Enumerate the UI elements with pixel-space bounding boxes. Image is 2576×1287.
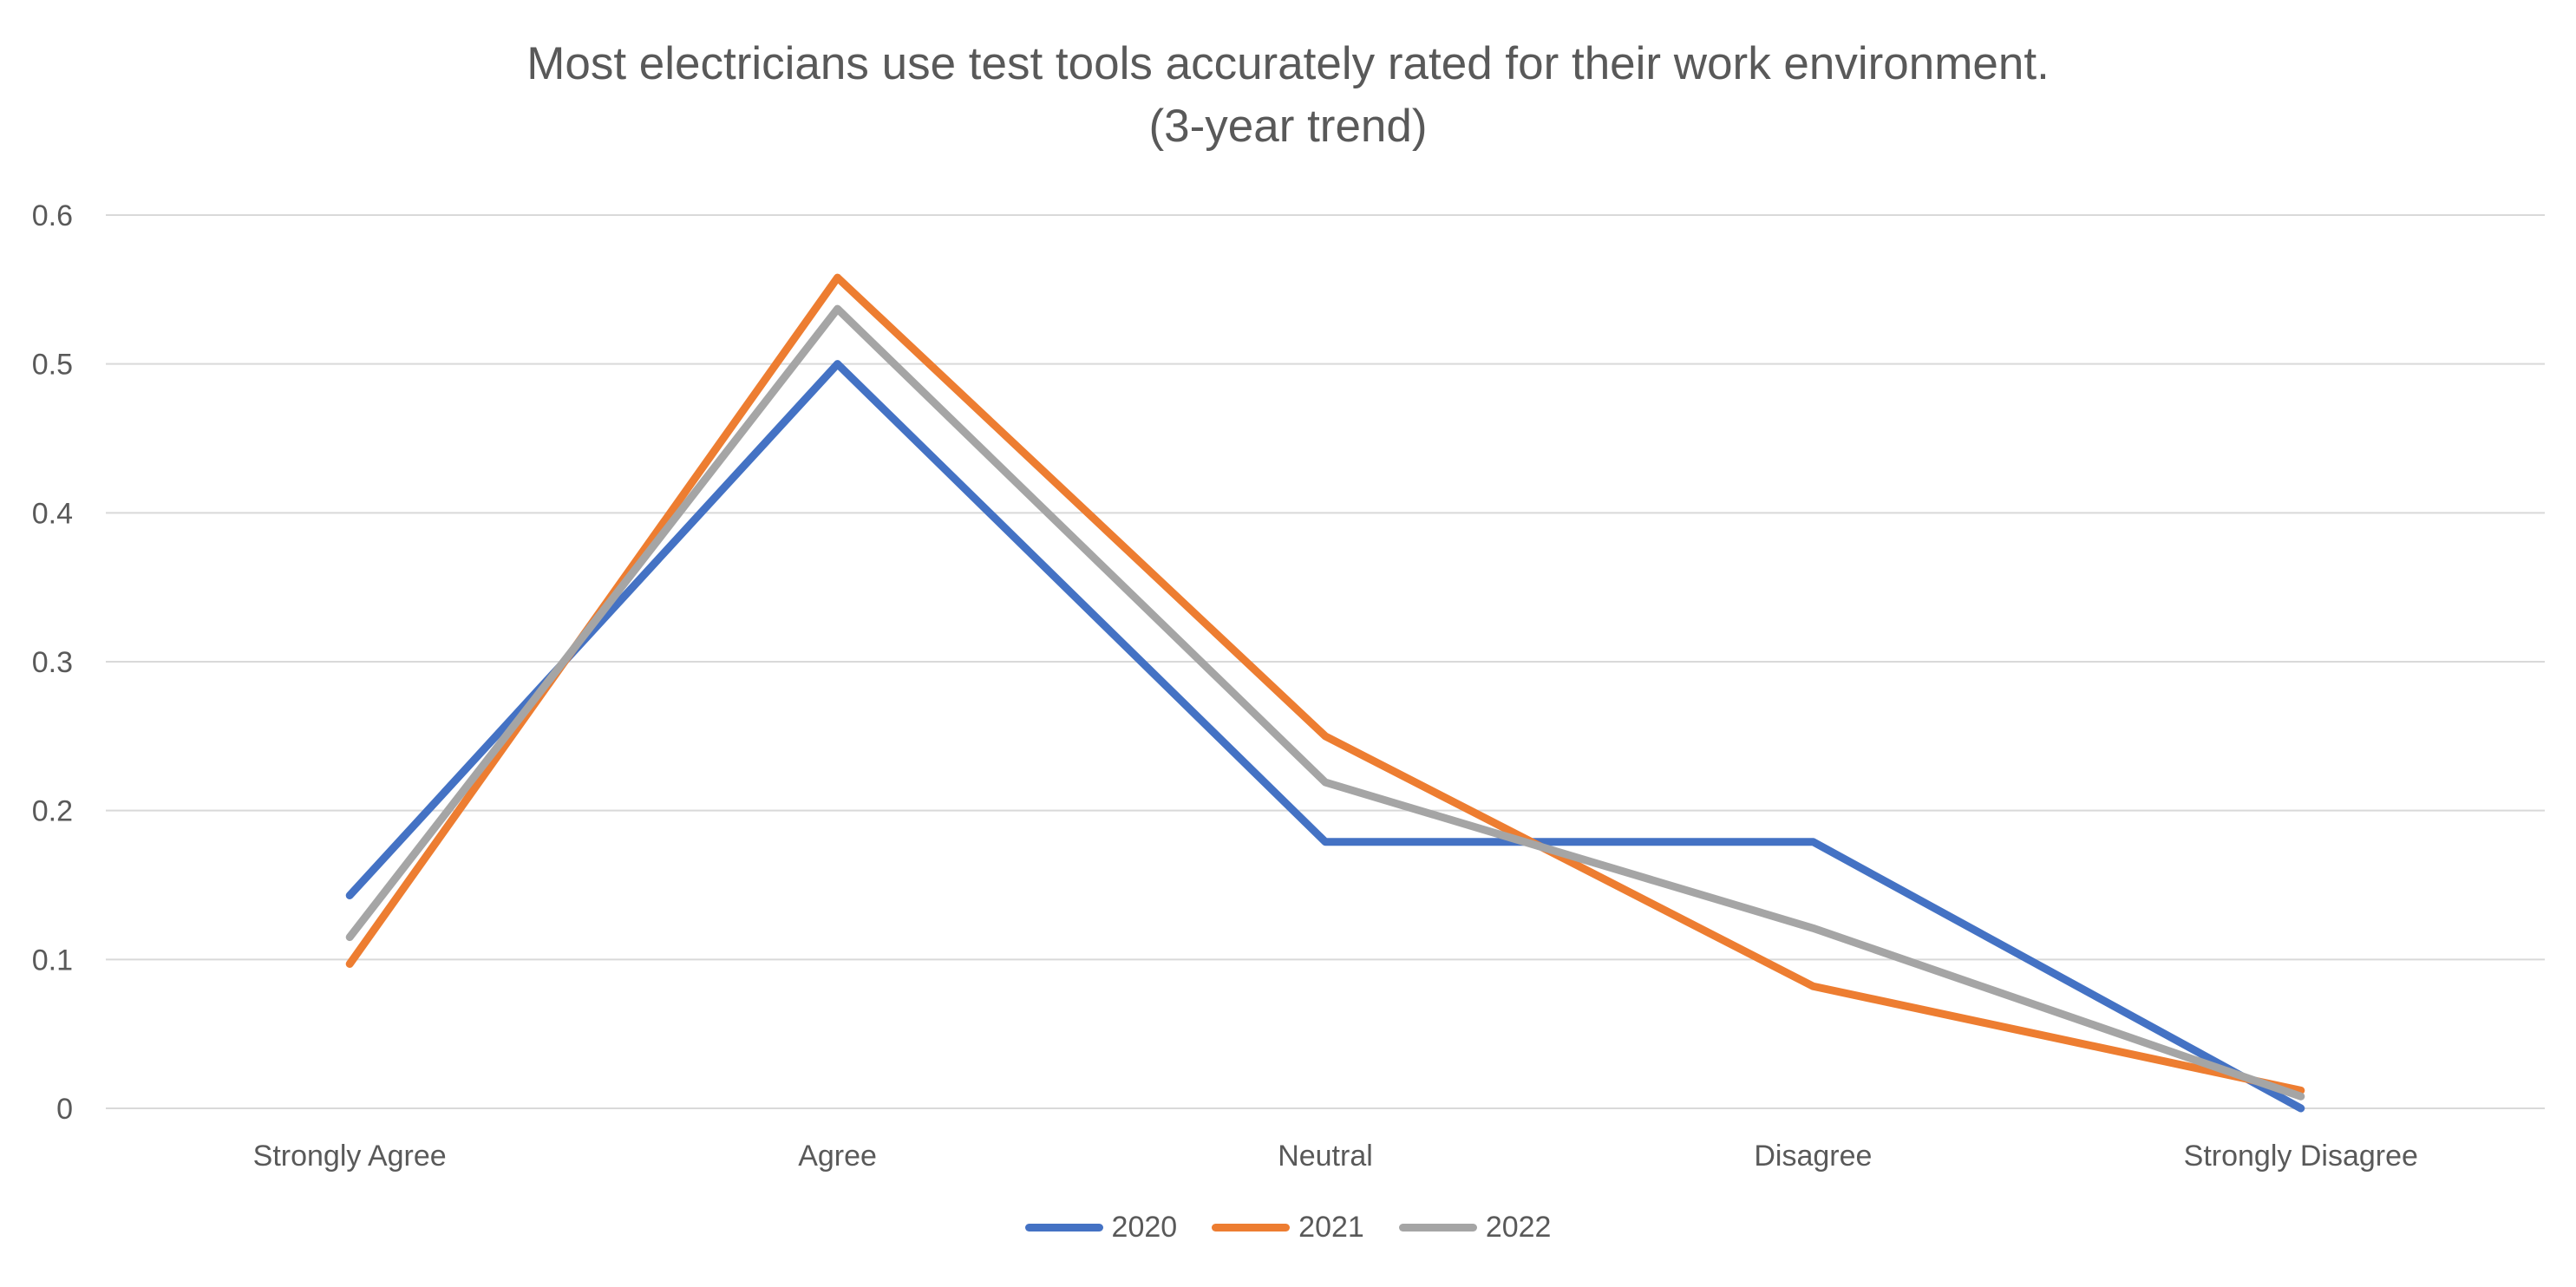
legend-label: 2021 bbox=[1298, 1211, 1364, 1244]
x-axis-tick-labels: Strongly Agree Agree Neutral Disagree Strong… bbox=[253, 1140, 2418, 1173]
chart-title-block: Most electricians use test tools accurat… bbox=[0, 33, 2576, 158]
legend-item-2020: 2020 bbox=[1024, 1211, 1178, 1245]
legend-swatch bbox=[1212, 1224, 1291, 1231]
x-tick-label: Strongly Agree bbox=[253, 1140, 447, 1173]
series-line-2020 bbox=[345, 360, 2305, 1113]
y-axis-tick-labels: 0 0.1 0.2 0.3 0.4 0.5 0.6 bbox=[32, 199, 73, 1126]
y-tick-label: 0.5 bbox=[32, 349, 73, 382]
chart-subtitle: (3-year trend) bbox=[1148, 101, 1428, 152]
series-line-2022 bbox=[345, 304, 2305, 1101]
x-tick-label: Neutral bbox=[1278, 1140, 1373, 1173]
y-tick-label: 0 bbox=[56, 1093, 73, 1126]
x-tick-label: Strongly Disagree bbox=[2184, 1140, 2418, 1173]
series-lines bbox=[345, 273, 2305, 1113]
y-tick-label: 0.4 bbox=[32, 497, 73, 530]
chart-title: Most electricians use test tools accurat… bbox=[526, 38, 2050, 89]
legend-item-2021: 2021 bbox=[1212, 1211, 1364, 1245]
y-tick-label: 0.2 bbox=[32, 795, 73, 828]
y-tick-label: 0.6 bbox=[32, 199, 73, 232]
series-line-2021 bbox=[345, 273, 2305, 1094]
x-tick-label: Disagree bbox=[1754, 1140, 1872, 1173]
legend: 2020 2021 2022 bbox=[0, 1211, 2576, 1245]
legend-swatch bbox=[1024, 1224, 1103, 1231]
legend-item-2022: 2022 bbox=[1398, 1211, 1552, 1245]
legend-label: 2022 bbox=[1485, 1211, 1552, 1244]
y-tick-label: 0.3 bbox=[32, 646, 73, 679]
legend-swatch bbox=[1398, 1224, 1477, 1231]
legend-label: 2020 bbox=[1111, 1211, 1178, 1244]
gridlines bbox=[106, 214, 2545, 1109]
x-tick-label: Agree bbox=[798, 1140, 877, 1173]
y-tick-label: 0.1 bbox=[32, 944, 73, 977]
